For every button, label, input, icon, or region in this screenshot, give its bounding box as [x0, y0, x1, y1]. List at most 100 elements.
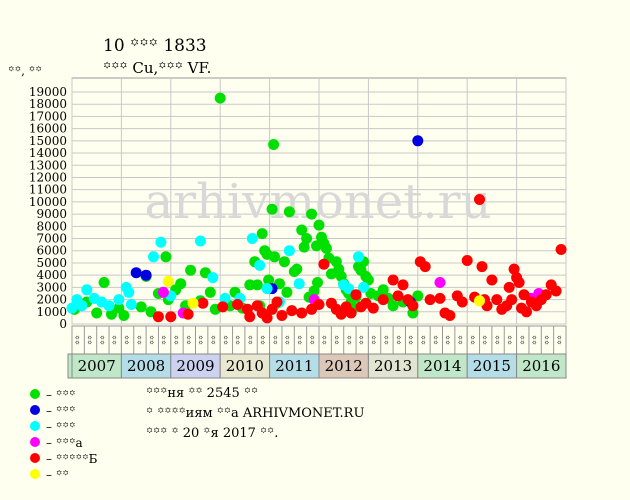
y-tick-label: 11000: [29, 183, 67, 197]
quarter-label: ꙳꙳: [396, 335, 406, 345]
data-point: [266, 203, 278, 215]
data-point: [155, 236, 167, 248]
data-point: [301, 233, 313, 244]
data-point: [140, 269, 152, 281]
quarter-label: ꙳꙳: [273, 335, 283, 345]
data-point: [313, 299, 325, 310]
data-point: [320, 242, 332, 254]
quarter-label: ꙳꙳: [359, 335, 369, 345]
y-tick-label: 2000: [36, 293, 67, 307]
data-point: [251, 279, 263, 291]
year-label: 2011: [275, 357, 313, 375]
data-point: [246, 233, 258, 244]
quarter-label: ꙳꙳: [174, 335, 184, 345]
data-point: [521, 306, 532, 318]
legend-item: – ꙳꙳꙳꙳꙳Б: [30, 450, 97, 466]
data-point: [491, 294, 503, 306]
year-band: [219, 353, 271, 379]
grid-lines: [71, 78, 567, 325]
legend-item: – ꙳꙳: [30, 466, 97, 482]
quarter-label: ꙳꙳: [335, 335, 345, 345]
data-point: [296, 307, 308, 319]
y-tick-label: 7000: [36, 232, 67, 246]
year-label: 2009: [176, 357, 214, 375]
data-point: [130, 267, 142, 279]
year-label: 2010: [226, 357, 264, 375]
data-point: [103, 300, 115, 312]
data-point: [291, 263, 303, 275]
data-point: [424, 294, 436, 306]
legend-swatch: [30, 437, 40, 447]
legend-label: – ꙳꙳: [46, 467, 69, 482]
data-point: [182, 308, 194, 320]
quarter-label: ꙳꙳: [532, 335, 542, 345]
quarter-label: ꙳꙳: [322, 335, 332, 345]
data-point: [135, 301, 147, 313]
data-point: [513, 277, 525, 288]
data-point: [434, 292, 446, 304]
data-point: [540, 289, 552, 301]
quarter-label: ꙳꙳: [100, 335, 110, 345]
quarter-label: ꙳꙳: [470, 335, 480, 345]
data-point: [312, 277, 323, 288]
data-point: [232, 299, 243, 310]
quarter-label: ꙳꙳: [372, 335, 382, 345]
data-point: [91, 307, 103, 319]
data-point: [187, 297, 199, 309]
data-point: [350, 289, 362, 301]
data-point: [286, 305, 298, 317]
y-tick-label: 14000: [29, 146, 67, 160]
legend-label: – ꙳꙳꙳: [46, 387, 76, 402]
quarter-label: ꙳꙳: [236, 335, 246, 345]
data-point: [296, 224, 308, 236]
data-point: [113, 294, 125, 306]
data-point: [244, 311, 256, 323]
data-point: [293, 278, 305, 290]
y-tick-label: 13000: [29, 158, 67, 172]
year-label: 2016: [522, 357, 560, 375]
quarter-label: ꙳꙳: [446, 335, 456, 345]
data-point: [434, 277, 446, 288]
data-point: [157, 286, 169, 298]
data-point: [263, 274, 275, 286]
y-tick-label: 8000: [36, 219, 67, 233]
data-point: [313, 219, 325, 231]
data-point: [506, 294, 518, 306]
quarter-label: ꙳꙳: [137, 335, 147, 345]
legend-label: – ꙳꙳꙳а: [46, 435, 83, 450]
legend-item: – ꙳꙳꙳а: [30, 434, 97, 450]
quarter-label: ꙳꙳: [483, 335, 493, 345]
data-point: [358, 281, 369, 293]
quarter-label: ꙳꙳: [125, 335, 135, 345]
data-point: [476, 261, 488, 273]
data-point: [412, 135, 424, 147]
data-point: [123, 286, 135, 298]
data-point: [486, 274, 498, 286]
y-tick-label: 15000: [29, 134, 67, 148]
quarter-label: ꙳꙳: [310, 335, 320, 345]
year-band: [120, 353, 172, 379]
data-point: [407, 300, 419, 312]
quarter-label: ꙳꙳: [260, 335, 270, 345]
quarter-label: ꙳꙳: [347, 335, 357, 345]
data-point: [377, 284, 389, 296]
data-point: [276, 310, 288, 321]
quarter-label: ꙳꙳: [520, 335, 530, 345]
data-point: [152, 311, 164, 323]
quarter-label: ꙳꙳: [507, 335, 517, 345]
data-point: [217, 301, 229, 313]
data-point: [175, 278, 187, 290]
quarter-label: ꙳꙳: [433, 335, 443, 345]
quarter-label: ꙳꙳: [199, 335, 209, 345]
year-label: 2012: [325, 357, 363, 375]
data-point: [81, 284, 93, 296]
y-tick-label: 0: [59, 317, 67, 331]
quarter-label: ꙳꙳: [162, 335, 172, 345]
legend-swatch: [30, 389, 40, 399]
legend: – ꙳꙳꙳ – ꙳꙳꙳ – ꙳꙳꙳ – ꙳꙳꙳а – ꙳꙳꙳꙳꙳Б – ꙳꙳: [30, 386, 97, 482]
data-point: [306, 208, 318, 220]
legend-label: – ꙳꙳꙳꙳꙳Б: [46, 451, 98, 466]
data-points: [66, 92, 567, 324]
data-point: [268, 139, 280, 150]
quarter-label: ꙳꙳: [458, 335, 468, 345]
